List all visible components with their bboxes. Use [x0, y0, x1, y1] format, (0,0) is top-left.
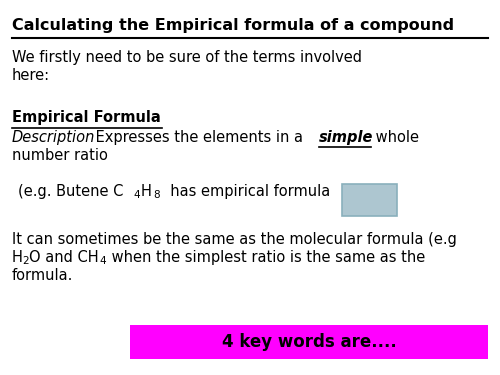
Text: whole: whole [371, 130, 419, 145]
Text: when the simplest ratio is the same as the: when the simplest ratio is the same as t… [107, 250, 425, 265]
Text: number ratio: number ratio [12, 148, 108, 163]
Text: We firstly need to be sure of the terms involved: We firstly need to be sure of the terms … [12, 50, 362, 65]
Text: has empirical formula: has empirical formula [161, 184, 330, 199]
Text: 4: 4 [99, 256, 105, 266]
Text: 4 key words are....: 4 key words are.... [222, 333, 396, 351]
Text: formula.: formula. [12, 268, 74, 283]
Text: (e.g. Butene C: (e.g. Butene C [18, 184, 124, 199]
Text: 2: 2 [22, 256, 29, 266]
Text: H: H [12, 250, 23, 265]
Text: It can sometimes be the same as the molecular formula (e.g: It can sometimes be the same as the mole… [12, 232, 457, 247]
Text: 8: 8 [153, 190, 160, 200]
Text: simple: simple [319, 130, 374, 145]
Text: 4: 4 [133, 190, 140, 200]
Text: H: H [141, 184, 152, 199]
FancyBboxPatch shape [130, 325, 488, 359]
Text: Description: Description [12, 130, 96, 145]
Text: Empirical Formula: Empirical Formula [12, 110, 161, 125]
Text: Calculating the Empirical formula of a compound: Calculating the Empirical formula of a c… [12, 18, 454, 33]
FancyBboxPatch shape [342, 184, 397, 216]
Text: O and CH: O and CH [29, 250, 98, 265]
Text: Expresses the elements in a: Expresses the elements in a [91, 130, 308, 145]
Text: here:: here: [12, 68, 50, 83]
